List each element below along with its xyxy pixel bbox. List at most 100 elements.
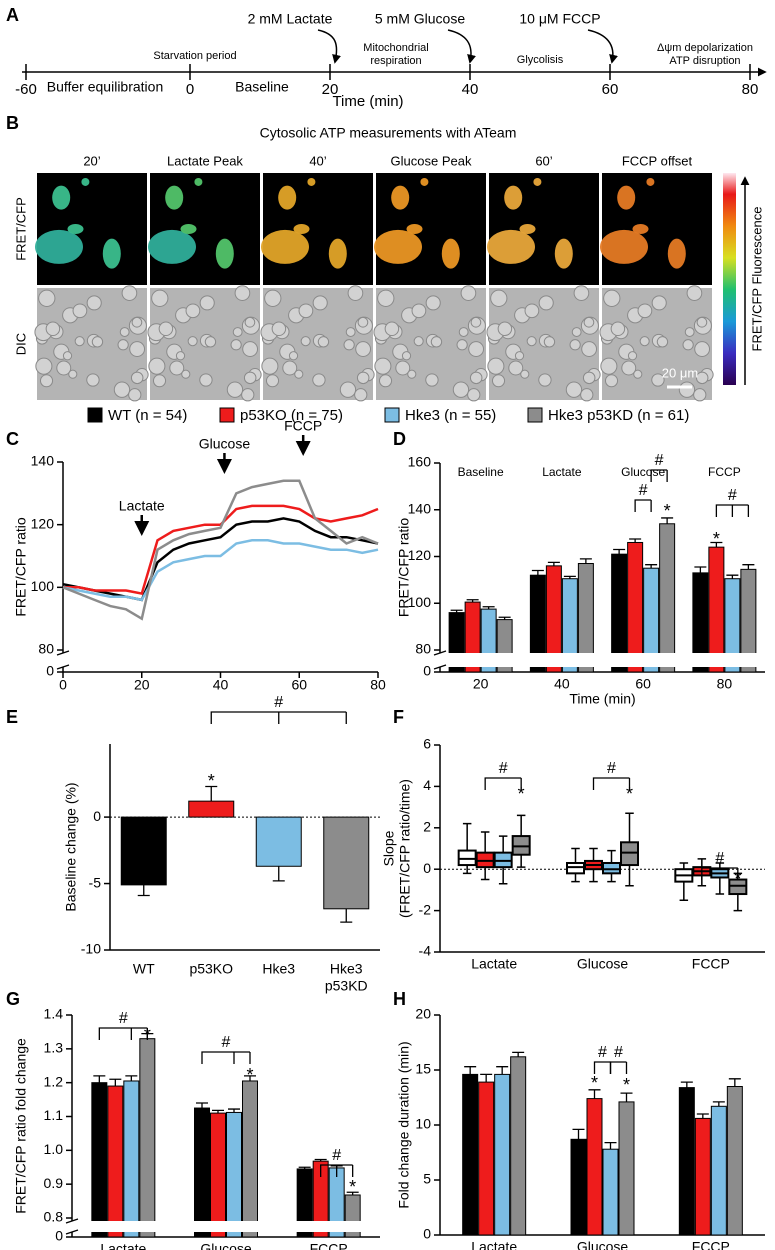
error-bar	[696, 1113, 709, 1119]
x-tick-label: FCCP	[310, 1241, 348, 1250]
dic-cell	[456, 339, 468, 351]
bar	[120, 816, 167, 886]
cell	[487, 229, 535, 264]
dic-cell	[158, 321, 174, 337]
dic-cell	[508, 360, 524, 376]
box	[620, 841, 639, 867]
dic-cell	[243, 371, 257, 385]
dic-cell	[469, 371, 483, 385]
bar	[107, 1085, 124, 1238]
dic-cell	[244, 316, 256, 328]
dic-cell	[583, 316, 595, 328]
phase-label: respiration	[370, 55, 421, 67]
row-label: DIC	[13, 333, 28, 355]
x-tick-label: Lactate	[471, 956, 517, 972]
dic-cell	[395, 360, 411, 376]
significance-hash: #	[715, 850, 724, 867]
dic-cell	[678, 381, 696, 398]
dic-cell	[187, 336, 198, 347]
axis-break	[64, 1221, 382, 1232]
cell	[35, 229, 83, 264]
bar	[242, 1080, 258, 1238]
box	[457, 849, 477, 867]
cell	[81, 177, 90, 186]
dic-cell	[339, 381, 357, 398]
dic-cell	[345, 327, 356, 337]
y-tick-label: 120	[408, 547, 432, 563]
series-line	[62, 539, 379, 602]
dic-cell	[199, 373, 213, 387]
dic-cell	[520, 369, 530, 379]
dic-cell	[298, 303, 314, 319]
box	[602, 861, 621, 875]
dic-cell	[538, 373, 552, 387]
y-tick-label: -5	[89, 874, 102, 890]
dic-cell	[230, 339, 242, 351]
dic-cell	[580, 388, 594, 402]
panel-label: D	[393, 429, 406, 449]
bar	[194, 1107, 210, 1238]
dic-cell	[226, 381, 244, 398]
x-tick-label: 60	[291, 677, 307, 693]
dic-cell	[181, 369, 191, 379]
error-bar	[496, 1066, 509, 1075]
dic-cell	[693, 388, 707, 402]
y-tick-label: 15	[415, 1061, 431, 1077]
dic-cell	[425, 295, 441, 311]
bar	[323, 816, 370, 910]
dic-cell	[204, 336, 217, 348]
bar	[91, 1082, 108, 1238]
dic-cell	[357, 316, 369, 328]
dic-cell	[312, 373, 326, 387]
x-tick-label: Glucose	[577, 956, 629, 972]
box	[493, 851, 513, 869]
error-bar	[512, 1051, 525, 1057]
error-bar	[710, 541, 723, 548]
y-tick-label: 80	[415, 641, 431, 657]
cell	[293, 224, 310, 234]
column-label: 20’	[83, 153, 100, 168]
significance-star: *	[664, 501, 671, 521]
significance-bracket	[650, 469, 668, 482]
dic-cell	[185, 303, 201, 319]
column-label: 60’	[535, 153, 552, 168]
dic-cell	[604, 374, 619, 388]
dic-cell	[378, 374, 393, 388]
dic-cell	[374, 357, 392, 375]
significance-bracket	[715, 504, 750, 517]
significance-hash: #	[614, 1044, 623, 1061]
dic-cell	[128, 388, 142, 402]
column-label: Lactate Peak	[167, 153, 243, 168]
y-tick-label: 100	[31, 578, 55, 594]
y-tick-label: 20	[415, 1006, 431, 1022]
significance-hash: #	[274, 694, 283, 711]
legend-swatch	[87, 407, 103, 423]
cell	[554, 238, 573, 269]
dic-cell	[86, 295, 102, 311]
event-label: 5 mM Glucose	[375, 11, 465, 27]
dic-cell	[633, 369, 643, 379]
fret-image	[602, 173, 712, 285]
cell	[441, 238, 460, 269]
dic-cell	[130, 371, 144, 385]
error-bar	[547, 561, 560, 566]
dic-cell	[232, 327, 243, 337]
timeline-tick-label: -60	[15, 81, 37, 98]
y-axis-label: Slope	[381, 830, 397, 866]
significance-star: *	[349, 1177, 356, 1197]
dic-cell	[497, 321, 513, 337]
dic-cell	[72, 303, 88, 319]
bar	[123, 1080, 140, 1238]
fret-image	[376, 173, 486, 285]
significance-hash: #	[119, 1010, 128, 1027]
bar	[494, 1073, 511, 1236]
error-bar	[620, 1092, 633, 1102]
bar	[139, 1038, 156, 1238]
dic-cell	[45, 321, 61, 337]
dic-cell	[91, 336, 104, 348]
error-bar	[712, 1101, 725, 1107]
significance-star: *	[623, 1075, 630, 1095]
dic-cell	[467, 388, 481, 402]
dic-cell	[347, 285, 364, 301]
dic-cell	[152, 374, 167, 388]
